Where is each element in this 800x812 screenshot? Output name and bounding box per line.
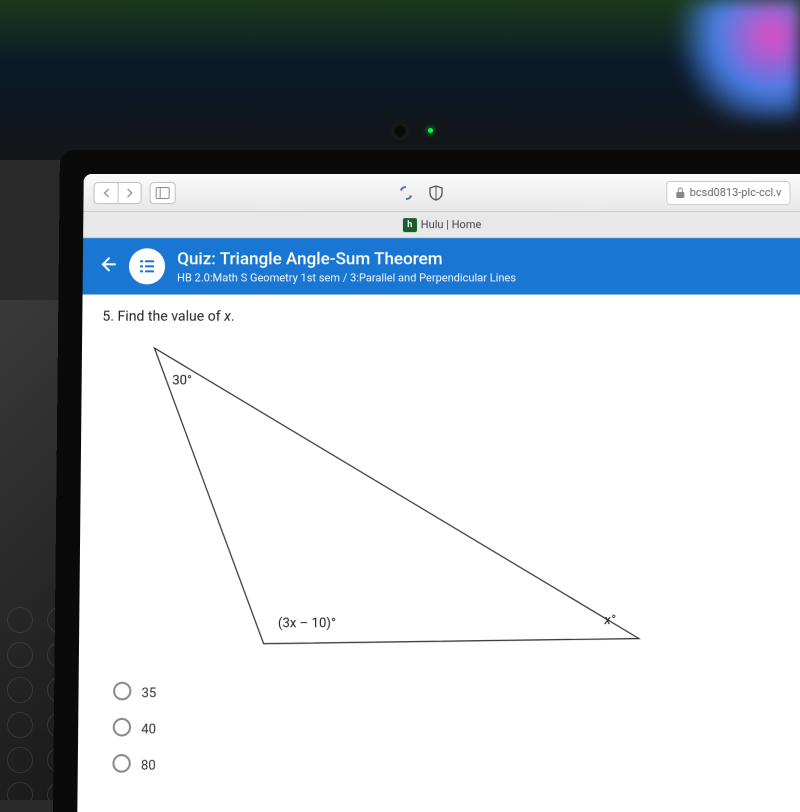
url-text: bcsd0813-plc-ccl.v [690,186,782,199]
question-prompt: 5. Find the value of x. [102,309,781,325]
quiz-icon [129,248,165,284]
sync-icon[interactable] [395,182,417,204]
webcam [394,125,406,137]
option-row[interactable]: 40 [113,716,786,738]
hex-pattern [0,600,60,800]
neon-glow [660,0,800,120]
radio-button[interactable] [112,754,130,773]
lock-icon [676,187,686,199]
url-box[interactable]: bcsd0813-plc-ccl.v [667,181,791,205]
option-row[interactable]: 35 [113,680,786,702]
option-row[interactable]: 80 [112,752,786,774]
option-label: 35 [141,680,156,702]
left-edge-shadow [0,300,60,800]
chevron-right-icon [126,188,134,198]
browser-toolbar: bcsd0813-plc-ccl.v [83,174,800,212]
question-suffix: . [231,309,235,325]
breadcrumb: HB 2.0:Math S Geometry 1st sem / 3:Paral… [177,271,787,284]
tab-label[interactable]: Hulu | Home [421,218,482,231]
header-text: Quiz: Triangle Angle-Sum Theorem HB 2.0:… [177,249,787,284]
angle-label-top: 30° [172,373,192,388]
sidebar-toggle-button[interactable] [150,182,176,204]
laptop-frame: bcsd0813-plc-ccl.v h Hulu | Home [53,150,800,812]
question-content: 5. Find the value of x. 30° (3x – 10)° x… [77,295,800,812]
radio-button[interactable] [113,681,131,700]
angle-label-bottom-left: (3x – 10)° [278,616,336,631]
sidebar-icon [156,187,170,199]
nav-group [93,182,141,204]
hulu-favicon: h [403,218,417,232]
option-label: 40 [141,716,156,738]
page-title: Quiz: Triangle Angle-Sum Theorem [177,249,787,269]
answer-options: 35 40 80 [112,680,786,774]
webcam-led [428,128,433,133]
shield-icon[interactable] [425,182,447,204]
radio-button[interactable] [113,717,131,736]
triangle-diagram: 30° (3x – 10)° x° [91,333,659,670]
app-header: Quiz: Triangle Angle-Sum Theorem HB 2.0:… [83,238,800,294]
arrow-left-icon [97,254,117,274]
question-text: Find the value of [117,309,220,325]
tab-bar: h Hulu | Home [83,212,800,238]
header-back-button[interactable] [97,254,117,279]
list-check-icon [138,257,156,275]
chevron-left-icon [102,188,110,198]
back-button[interactable] [93,182,117,204]
screen: bcsd0813-plc-ccl.v h Hulu | Home [77,174,800,812]
question-number: 5. [102,309,114,325]
option-label: 80 [141,752,156,774]
forward-button[interactable] [118,182,142,204]
angle-label-bottom-right: x° [604,613,615,628]
